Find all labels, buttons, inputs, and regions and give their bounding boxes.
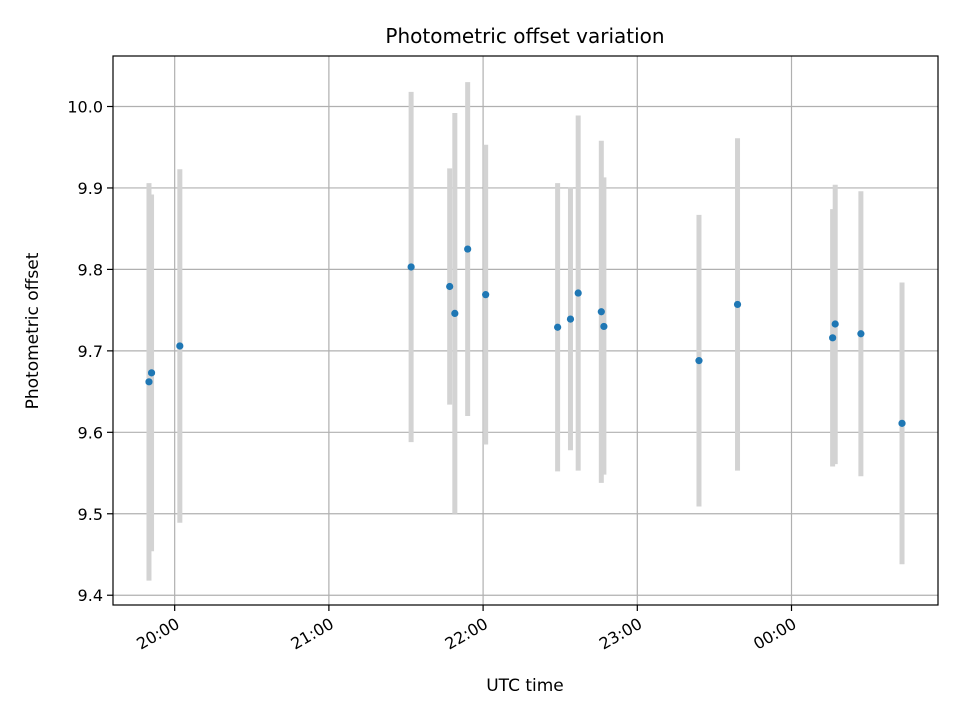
y-tick-label: 9.7 xyxy=(78,342,103,361)
y-tick-label: 9.8 xyxy=(78,260,103,279)
data-point xyxy=(482,291,490,299)
y-tick-label: 9.6 xyxy=(78,423,103,442)
data-point xyxy=(733,300,742,309)
y-tick-label: 9.5 xyxy=(78,505,103,524)
y-axis-label: Photometric offset xyxy=(23,252,43,409)
y-tick-label: 9.4 xyxy=(78,586,103,605)
data-point xyxy=(600,322,608,331)
data-point xyxy=(147,369,156,377)
data-point xyxy=(145,378,153,386)
data-point xyxy=(831,320,839,328)
data-point xyxy=(554,323,562,331)
plot-frame xyxy=(112,55,939,606)
data-point xyxy=(695,357,703,365)
data-point xyxy=(446,282,454,291)
y-tick-label: 10.0 xyxy=(67,98,103,117)
y-axis-ticks: 9.4 9.5 9.6 9.7 9.8 9.9 10.0 xyxy=(67,98,113,605)
data-point xyxy=(857,330,865,338)
data-point xyxy=(898,419,906,427)
data-point xyxy=(451,309,459,317)
data-point xyxy=(566,315,575,323)
data-point xyxy=(829,334,837,342)
x-axis-label: UTC time xyxy=(486,676,564,696)
data-points xyxy=(145,245,906,427)
chart-title: Photometric offset variation xyxy=(385,24,664,48)
data-point xyxy=(407,263,415,271)
grid xyxy=(113,56,938,605)
y-tick-label: 9.9 xyxy=(78,179,103,198)
data-point xyxy=(574,289,582,297)
data-point xyxy=(176,342,184,350)
data-point xyxy=(464,245,472,253)
data-point xyxy=(597,308,605,316)
